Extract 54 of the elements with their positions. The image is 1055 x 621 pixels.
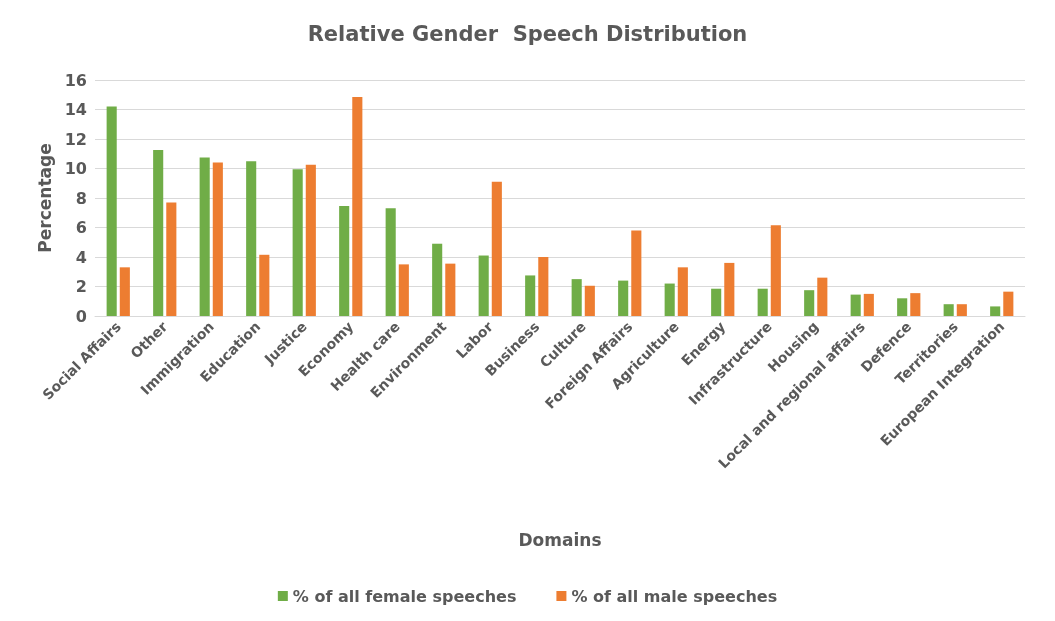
bar bbox=[943, 304, 954, 316]
bar bbox=[910, 293, 921, 316]
bar bbox=[850, 294, 861, 316]
bar bbox=[445, 263, 456, 316]
bar bbox=[385, 208, 396, 316]
bar bbox=[352, 96, 363, 316]
y-tick-label: 4 bbox=[75, 247, 87, 267]
legend-label: % of all female speeches bbox=[292, 586, 517, 606]
x-axis-title: Domains bbox=[518, 529, 602, 550]
bar bbox=[664, 283, 675, 316]
bar bbox=[246, 161, 257, 316]
bar bbox=[491, 181, 502, 316]
bar bbox=[305, 164, 316, 316]
bar bbox=[398, 264, 409, 316]
bar bbox=[956, 304, 967, 316]
bar bbox=[525, 275, 536, 316]
chart-title: Relative Gender Speech Distribution bbox=[307, 21, 748, 46]
bar bbox=[724, 262, 735, 316]
bar bbox=[1003, 291, 1014, 316]
bar bbox=[817, 277, 828, 316]
bar bbox=[571, 279, 582, 316]
bar bbox=[292, 169, 303, 316]
bar bbox=[770, 225, 781, 316]
legend-label: % of all male speeches bbox=[571, 586, 778, 606]
bar bbox=[584, 285, 595, 316]
y-tick-label: 2 bbox=[75, 277, 87, 296]
y-tick-label: 8 bbox=[75, 188, 87, 208]
bar bbox=[199, 157, 210, 316]
bar bbox=[863, 293, 874, 316]
bar bbox=[106, 106, 117, 316]
bar bbox=[212, 162, 223, 316]
bar bbox=[538, 257, 549, 316]
y-tick-label: 6 bbox=[75, 218, 87, 237]
y-tick-label: 0 bbox=[75, 306, 87, 326]
bar bbox=[990, 306, 1001, 316]
y-axis-title: Percentage bbox=[35, 143, 56, 253]
y-tick-label: 10 bbox=[64, 159, 87, 178]
y-tick-label: 16 bbox=[64, 70, 87, 90]
bar bbox=[804, 290, 815, 316]
bar bbox=[757, 288, 768, 316]
bar bbox=[432, 243, 443, 316]
bar bbox=[677, 267, 688, 316]
bar bbox=[166, 202, 177, 316]
bar bbox=[897, 298, 908, 316]
y-tick-label: 14 bbox=[64, 100, 87, 119]
bar bbox=[711, 288, 722, 316]
bar bbox=[259, 254, 270, 316]
y-tick-label: 12 bbox=[64, 129, 87, 149]
bar bbox=[478, 255, 489, 316]
bar bbox=[339, 206, 350, 316]
bar bbox=[153, 150, 164, 316]
bar bbox=[618, 280, 629, 316]
bar bbox=[119, 267, 130, 316]
bar bbox=[631, 230, 642, 316]
